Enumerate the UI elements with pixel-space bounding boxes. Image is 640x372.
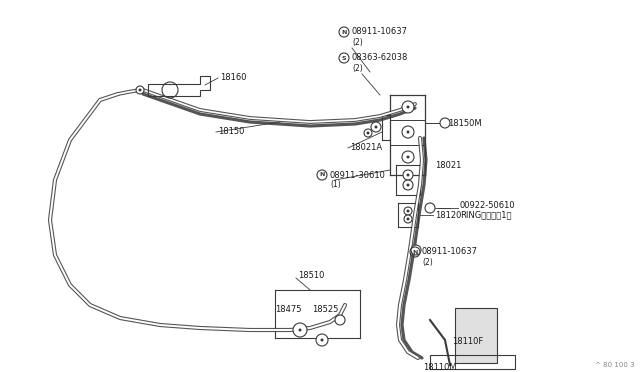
Circle shape <box>425 203 435 213</box>
Text: (2): (2) <box>352 64 363 73</box>
Text: 08911-10637: 08911-10637 <box>352 28 408 36</box>
Circle shape <box>403 170 413 180</box>
Text: N: N <box>341 29 347 35</box>
Text: RINGリング（1）: RINGリング（1） <box>460 211 511 219</box>
Circle shape <box>411 245 421 255</box>
Text: N: N <box>319 173 324 177</box>
Circle shape <box>406 218 410 221</box>
Text: 18160: 18160 <box>220 74 246 83</box>
Bar <box>455 308 497 363</box>
Circle shape <box>406 155 410 158</box>
Text: (2): (2) <box>352 38 363 46</box>
Text: 18475: 18475 <box>275 305 301 314</box>
Text: 08911-10637: 08911-10637 <box>422 247 478 257</box>
Circle shape <box>403 180 413 190</box>
Text: S: S <box>342 55 346 61</box>
Circle shape <box>321 339 323 341</box>
Text: 18525: 18525 <box>312 305 339 314</box>
Circle shape <box>374 125 378 128</box>
Text: 18021: 18021 <box>435 160 461 170</box>
Circle shape <box>136 86 144 94</box>
Circle shape <box>364 129 372 137</box>
Circle shape <box>371 122 381 132</box>
Text: (2): (2) <box>422 257 433 266</box>
Text: ^ 80 100 3: ^ 80 100 3 <box>595 362 635 368</box>
Circle shape <box>402 101 414 113</box>
Circle shape <box>406 106 410 109</box>
Text: 08911-30610: 08911-30610 <box>330 170 386 180</box>
Text: 08363-62038: 08363-62038 <box>352 54 408 62</box>
Circle shape <box>406 209 410 212</box>
Text: 18110M: 18110M <box>423 363 457 372</box>
Circle shape <box>316 334 328 346</box>
Circle shape <box>402 126 414 138</box>
Circle shape <box>440 118 450 128</box>
Text: 18150: 18150 <box>218 128 244 137</box>
Text: 18021A: 18021A <box>350 144 382 153</box>
Circle shape <box>406 131 410 134</box>
Bar <box>430 355 515 369</box>
Circle shape <box>298 328 301 331</box>
Circle shape <box>406 173 410 176</box>
Circle shape <box>402 151 414 163</box>
Text: 18120: 18120 <box>435 211 461 219</box>
Text: 18110F: 18110F <box>452 337 483 346</box>
Circle shape <box>404 215 412 223</box>
Circle shape <box>367 131 369 135</box>
Text: 18150M: 18150M <box>448 119 482 128</box>
Circle shape <box>293 323 307 337</box>
Circle shape <box>404 207 412 215</box>
Text: N: N <box>412 250 418 254</box>
Text: 00922-50610: 00922-50610 <box>460 201 516 209</box>
Circle shape <box>406 183 410 186</box>
Text: 18510: 18510 <box>298 270 324 279</box>
Circle shape <box>138 89 141 92</box>
Circle shape <box>335 315 345 325</box>
Text: (1): (1) <box>330 180 340 189</box>
